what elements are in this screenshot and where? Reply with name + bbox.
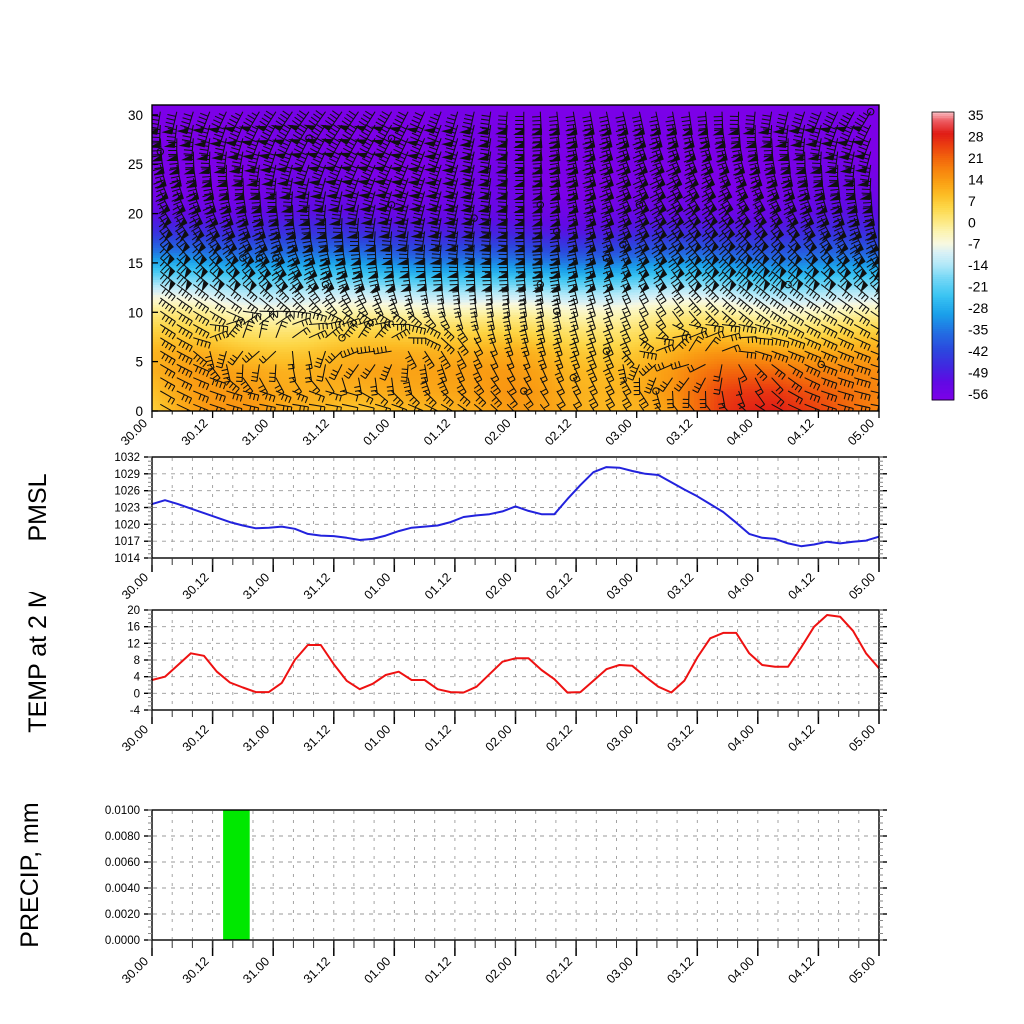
xtick-label: 05.00 [846, 954, 878, 986]
xtick-label: 03.12 [664, 722, 696, 754]
colorbar-tick-label: 35 [968, 107, 984, 123]
ytick-label: 0.0100 [105, 805, 140, 817]
forecast-page: Kazhydromet for Krasnoyarmeika(52.33 77.… [0, 0, 1024, 1024]
panel-y-axis-title: PMSL [24, 473, 52, 541]
ytick-label: -4 [130, 705, 141, 717]
xtick-label: 04.00 [725, 722, 757, 754]
colorbar-tick-label: 14 [968, 171, 984, 187]
ytick-label: 12 [127, 638, 140, 650]
xtick-label: 02.12 [543, 954, 575, 986]
colorbar-tick-label: -42 [968, 343, 988, 359]
colorbar-tick-label: -7 [968, 236, 981, 252]
ytick-label: 1023 [114, 503, 140, 515]
colorbar-tick-label: 21 [968, 150, 984, 166]
ytick-label: 8 [134, 655, 140, 667]
ytick-label: 1014 [114, 553, 140, 565]
xtick-label: 04.12 [786, 954, 818, 986]
cross-section-ytick: 5 [135, 355, 143, 370]
colorbar-tick-label: -56 [968, 386, 988, 402]
ytick-label: 1020 [114, 519, 140, 531]
cross-section-ytick: 15 [128, 256, 143, 271]
xtick-label: 30.00 [119, 722, 151, 754]
xtick-label: 02.00 [483, 954, 515, 986]
ytick-label: 16 [127, 622, 140, 634]
colorbar-tick-label: 28 [968, 129, 984, 145]
xtick-label: 31.12 [301, 954, 333, 986]
xtick-label: 01.12 [422, 954, 454, 986]
ytick-label: 0.0020 [105, 909, 140, 921]
precip-bars [223, 810, 250, 940]
panel-y-axis-title: TEMP at 2 M [24, 592, 52, 733]
colorbar-tick-label: 7 [968, 193, 976, 209]
xtick-label: 01.12 [422, 722, 454, 754]
ytick-label: 1029 [114, 469, 140, 481]
precip-panel: 0.0000 0.0020 0.0040 0.0060 0.0080 0.0100 30.0… [0, 790, 1024, 1024]
ytick-label: 20 [127, 605, 140, 617]
precip-bar [236, 810, 250, 940]
cross-section-ytick: 25 [128, 157, 143, 172]
xtick-label: 02.12 [543, 722, 575, 754]
xtick-label: 31.12 [301, 722, 333, 754]
colorbar-tick-label: -35 [968, 322, 988, 338]
temp-panel: -4 0 4 8 12 16 20 30.00 30.12 31.00 31.12 01.00 01.1… [0, 592, 1024, 762]
xtick-label: 05.00 [846, 722, 878, 754]
xtick-label: 30.00 [119, 954, 151, 986]
panel-y-axis-title: PRECIP, mm [16, 802, 44, 947]
colorbar-tick-label: -28 [968, 300, 988, 316]
precip-bar [223, 810, 237, 940]
colorbar-tick-label: -21 [968, 279, 988, 295]
ytick-label: 0.0000 [105, 935, 140, 947]
xtick-label: 30.12 [180, 722, 212, 754]
xtick-label: 04.12 [786, 722, 818, 754]
xtick-label: 01.00 [361, 722, 393, 754]
ytick-label: 0.0060 [105, 857, 140, 869]
xtick-label: 31.00 [240, 722, 272, 754]
colorbar-tick-label: -14 [968, 257, 988, 273]
cross-section-ytick: 30 [128, 108, 143, 123]
xtick-label: 03.00 [604, 722, 636, 754]
xtick-label: 03.00 [604, 954, 636, 986]
xtick-label: 31.00 [240, 954, 272, 986]
colorbar-tick-label: 0 [968, 214, 976, 230]
xtick-label: 30.12 [180, 954, 212, 986]
xtick-label: 04.00 [725, 954, 757, 986]
xtick-label: 02.00 [483, 722, 515, 754]
cross-section-ytick: 10 [128, 305, 143, 320]
ytick-label: 0.0040 [105, 883, 140, 895]
ytick-label: 1032 [114, 452, 140, 464]
cross-section-ytick: 20 [128, 207, 143, 222]
colorbar-tick-label: -49 [968, 364, 988, 380]
ytick-label: 1026 [114, 486, 140, 498]
xtick-label: 01.00 [361, 954, 393, 986]
xtick-label: 03.12 [664, 954, 696, 986]
ytick-label: 1017 [114, 536, 140, 548]
ytick-label: 0.0080 [105, 831, 140, 843]
ytick-label: 4 [134, 672, 141, 684]
ytick-label: 0 [134, 688, 140, 700]
